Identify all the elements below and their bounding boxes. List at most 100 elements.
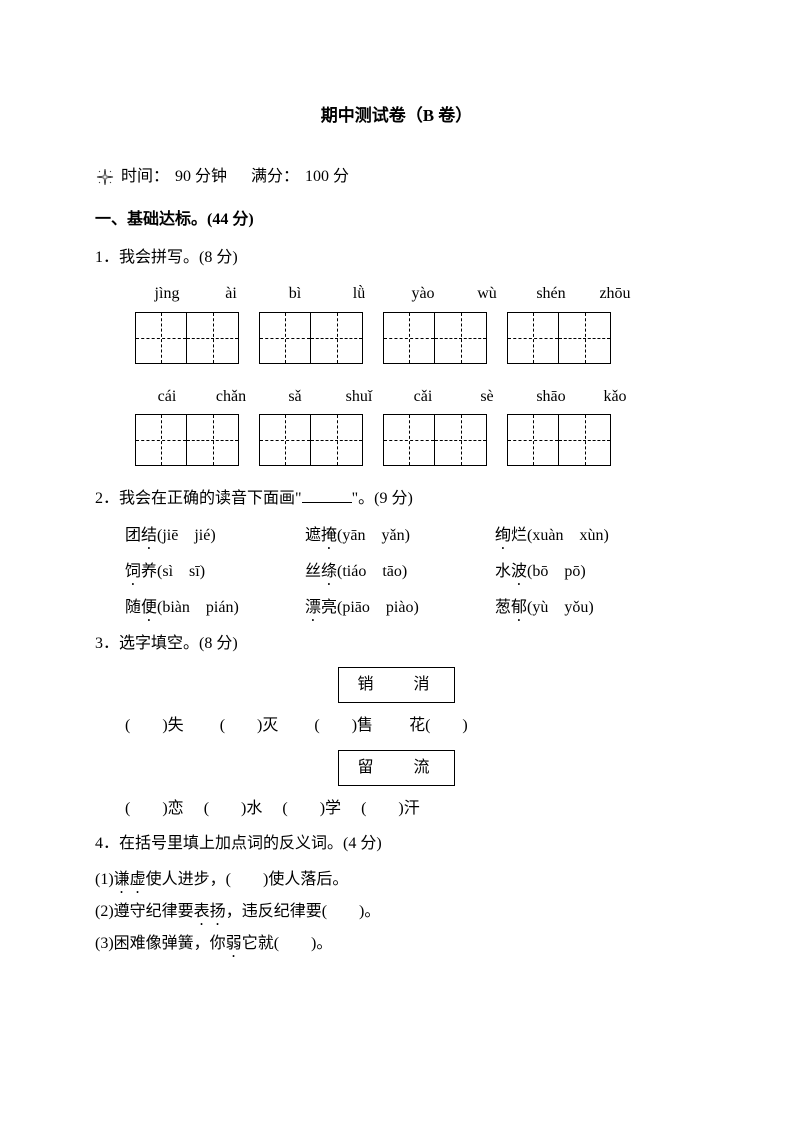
q3-text: 选字填空。 [119, 635, 199, 652]
pinyin-cell: shén [519, 279, 583, 309]
fill-item: ( )学 [282, 800, 341, 817]
fill-item: ( )水 [204, 800, 263, 817]
tianzige-pair [259, 312, 363, 364]
q4-item: (2)遵守纪律要表扬，违反纪律要( )。 [95, 897, 698, 929]
tianzige-cell [135, 312, 187, 364]
pinyin-cell: ài [199, 279, 263, 309]
q3-num: 3． [95, 635, 119, 652]
q2-num: 2． [95, 490, 119, 507]
reading-item: 遮掩(yān yǎn) [305, 521, 495, 553]
tianzige-cell [383, 312, 435, 364]
q1-pinyin-row-1: jìng ài bì lǜ yào wù shén zhōu [135, 279, 698, 309]
tianzige-cell [259, 312, 311, 364]
tianzige-cell [559, 312, 611, 364]
q3-head: 3．选字填空。(8 分) [95, 629, 698, 659]
pinyin-cell: shāo [519, 382, 583, 412]
pinyin-cell: bì [263, 279, 327, 309]
tianzige-pair [507, 414, 611, 466]
tianzige-cell [187, 414, 239, 466]
reading-item: 葱郁(yù yǒu) [495, 593, 594, 625]
pinyin-cell: cǎi [391, 382, 455, 412]
q4-points: (4 分) [343, 835, 382, 852]
q1-pinyin-row-2: cái chǎn sǎ shuǐ cǎi sè shāo kǎo [135, 382, 698, 412]
reading-row: 饲养(sì sī)丝绦(tiáo tāo)水波(bō pō) [125, 557, 698, 589]
q1-num: 1． [95, 249, 119, 266]
q2-rows: 团结(jiē jié)遮掩(yān yǎn)绚烂(xuàn xùn) 饲养(sì … [95, 521, 698, 625]
reading-item: 丝绦(tiáo tāo) [305, 557, 495, 589]
fill-item: ( )汗 [361, 800, 420, 817]
tianzige-cell [311, 414, 363, 466]
q1-text: 我会拼写。 [119, 249, 199, 266]
tianzige-pair [135, 414, 239, 466]
fill-item: ( )灭 [220, 717, 279, 734]
reading-item: 漂亮(piāo piào) [305, 593, 495, 625]
reading-item: 饲养(sì sī) [125, 557, 305, 589]
tianzige-pair [507, 312, 611, 364]
time-info-row: 时间： 90 分钟 满分： 100 分 [95, 162, 698, 192]
tianzige-cell [135, 414, 187, 466]
tianzige-pair [135, 312, 239, 364]
q4-head: 4．在括号里填上加点词的反义词。(4 分) [95, 829, 698, 859]
tianzige-cell [435, 312, 487, 364]
q2-text-post: "。 [352, 490, 375, 507]
fill-item: 花( ) [409, 717, 468, 734]
section-1-head: 一、基础达标。(44 分) [95, 205, 698, 235]
q3-points: (8 分) [199, 635, 238, 652]
q4-item: (1)谦虚使人进步，( )使人落后。 [95, 865, 698, 897]
pinyin-cell: kǎo [583, 382, 647, 412]
pinyin-cell: sè [455, 382, 519, 412]
page-title: 期中测试卷（B 卷） [95, 100, 698, 132]
q2-head: 2．我会在正确的读音下面画" "。(9 分) [95, 484, 698, 514]
tianzige-cell [435, 414, 487, 466]
tianzige-pair [383, 414, 487, 466]
q2-blank [302, 487, 352, 503]
q3-box-2: 留 流 [95, 750, 698, 786]
reading-item: 绚烂(xuàn xùn) [495, 521, 609, 553]
reading-row: 随便(biàn pián)漂亮(piāo piào)葱郁(yù yǒu) [125, 593, 698, 625]
pinyin-cell: jìng [135, 279, 199, 309]
tianzige-cell [507, 414, 559, 466]
q2-text-pre: 我会在正确的读音下面画" [119, 490, 302, 507]
q2-points: (9 分) [374, 490, 413, 507]
section-1-points: (44 分) [207, 211, 254, 228]
q4-item: (3)困难像弹簧，你弱它就( )。 [95, 929, 698, 961]
pinyin-cell: zhōu [583, 279, 647, 309]
q1-grid-row-1 [135, 312, 698, 364]
pinyin-cell: shuǐ [327, 382, 391, 412]
tianzige-pair [383, 312, 487, 364]
fill-item: ( )售 [314, 717, 373, 734]
section-1-title: 一、基础达标。 [95, 211, 207, 228]
reading-item: 水波(bō pō) [495, 557, 586, 589]
fill-item: ( )恋 [125, 800, 184, 817]
q3-fill-row-2: ( )恋 ( )水 ( )学 ( )汗 [125, 794, 698, 824]
tianzige-cell [507, 312, 559, 364]
time-value: 90 分钟 [175, 162, 227, 192]
reading-item: 随便(biàn pián) [125, 593, 305, 625]
tianzige-cell [559, 414, 611, 466]
tianzige-pair [259, 414, 363, 466]
char-choice-box: 销 消 [338, 667, 454, 703]
pinyin-cell: cái [135, 382, 199, 412]
q4-items: (1)谦虚使人进步，( )使人落后。(2)遵守纪律要表扬，违反纪律要( )。(3… [95, 865, 698, 961]
pinyin-cell: yào [391, 279, 455, 309]
pinyin-cell: wù [455, 279, 519, 309]
score-label: 满分： [251, 162, 299, 192]
q1-grid-row-2 [135, 414, 698, 466]
q4-text: 在括号里填上加点词的反义词。 [119, 835, 343, 852]
tianzige-cell [383, 414, 435, 466]
q1-head: 1．我会拼写。(8 分) [95, 243, 698, 273]
reading-row: 团结(jiē jié)遮掩(yān yǎn)绚烂(xuàn xùn) [125, 521, 698, 553]
score-value: 100 分 [305, 162, 349, 192]
char-choice-box: 留 流 [338, 750, 454, 786]
q1-points: (8 分) [199, 249, 238, 266]
sparkle-icon [95, 167, 115, 187]
q3-fill-row-1: ( )失 ( )灭 ( )售 花( ) [125, 711, 698, 741]
tianzige-cell [259, 414, 311, 466]
q3-box-1: 销 消 [95, 667, 698, 703]
reading-item: 团结(jiē jié) [125, 521, 305, 553]
fill-item: ( )失 [125, 717, 184, 734]
time-label: 时间： [121, 162, 169, 192]
pinyin-cell: chǎn [199, 382, 263, 412]
q4-num: 4． [95, 835, 119, 852]
pinyin-cell: sǎ [263, 382, 327, 412]
